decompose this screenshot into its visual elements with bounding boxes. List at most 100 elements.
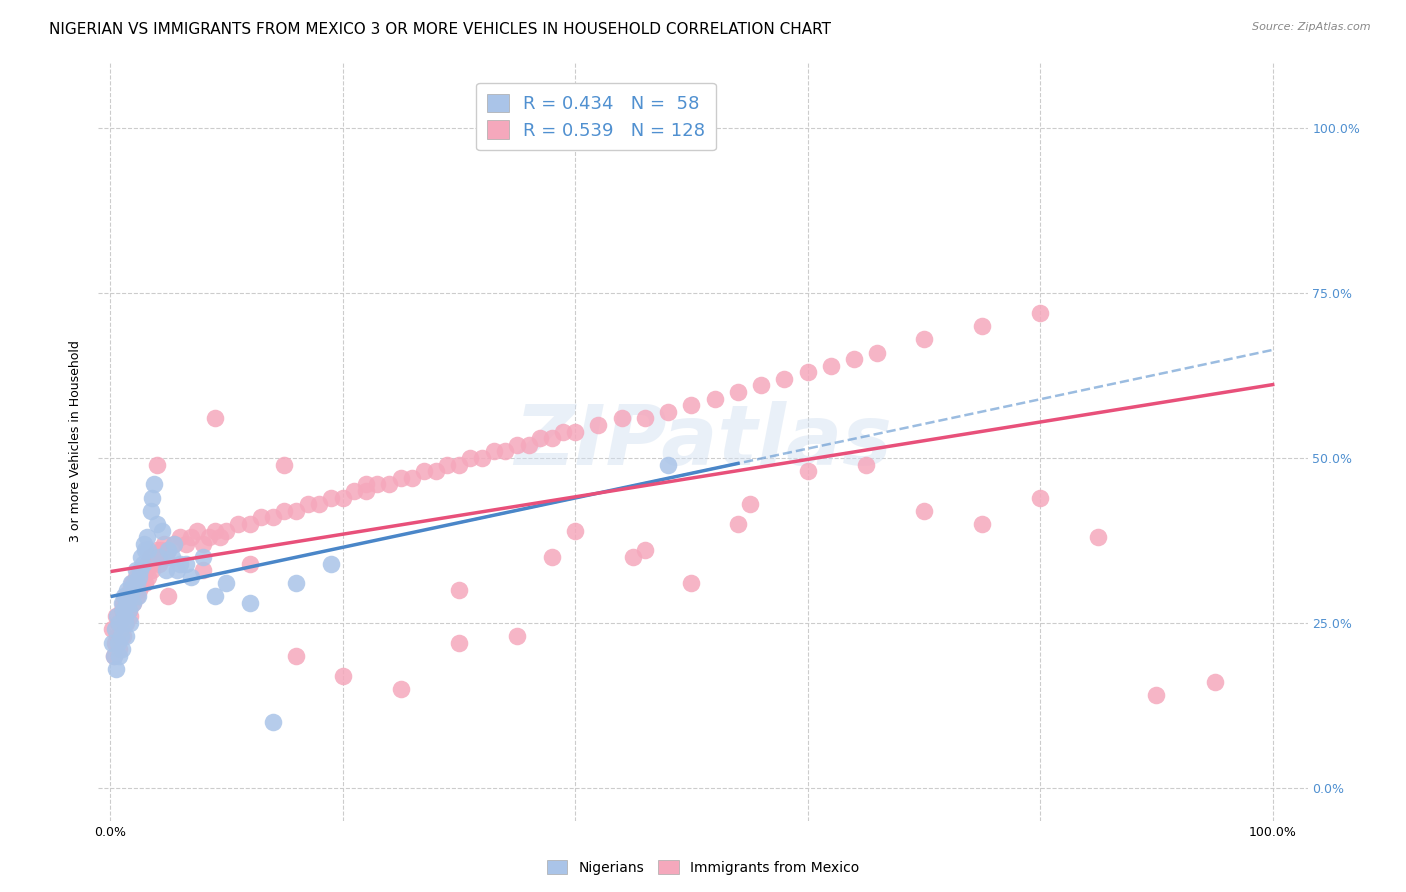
- Point: [634, 411, 657, 425]
- Point: [150, 543, 173, 558]
- Point: [163, 537, 186, 551]
- Point: [118, 590, 141, 604]
- Point: [141, 563, 163, 577]
- Point: [413, 464, 436, 478]
- Point: [143, 549, 166, 564]
- Point: [425, 464, 447, 478]
- Point: [226, 516, 249, 531]
- Point: [152, 537, 174, 551]
- Point: [564, 425, 586, 439]
- Point: [494, 444, 516, 458]
- Point: [297, 497, 319, 511]
- Point: [191, 537, 214, 551]
- Point: [124, 570, 146, 584]
- Point: [108, 642, 131, 657]
- Point: [844, 352, 866, 367]
- Point: [191, 563, 214, 577]
- Point: [204, 411, 226, 425]
- Point: [157, 590, 180, 604]
- Point: [128, 582, 150, 597]
- Point: [285, 504, 308, 518]
- Point: [117, 596, 139, 610]
- Point: [122, 596, 145, 610]
- Point: [124, 576, 146, 591]
- Point: [447, 582, 470, 597]
- Point: [540, 431, 562, 445]
- Point: [209, 530, 232, 544]
- Point: [749, 378, 772, 392]
- Point: [621, 549, 644, 564]
- Point: [343, 483, 366, 498]
- Point: [564, 524, 586, 538]
- Point: [103, 648, 125, 663]
- Point: [155, 563, 177, 577]
- Point: [366, 477, 388, 491]
- Point: [262, 510, 284, 524]
- Text: NIGERIAN VS IMMIGRANTS FROM MEXICO 3 OR MORE VEHICLES IN HOUSEHOLD CORRELATION C: NIGERIAN VS IMMIGRANTS FROM MEXICO 3 OR …: [49, 22, 831, 37]
- Point: [332, 668, 354, 682]
- Point: [250, 510, 273, 524]
- Point: [174, 537, 197, 551]
- Point: [118, 582, 141, 597]
- Point: [131, 557, 153, 571]
- Point: [517, 438, 540, 452]
- Point: [141, 491, 163, 505]
- Point: [239, 596, 262, 610]
- Point: [120, 576, 142, 591]
- Point: [143, 477, 166, 491]
- Point: [105, 609, 128, 624]
- Point: [912, 332, 935, 346]
- Point: [124, 563, 146, 577]
- Point: [239, 516, 262, 531]
- Point: [136, 530, 159, 544]
- Point: [389, 681, 412, 696]
- Point: [773, 372, 796, 386]
- Point: [180, 530, 202, 544]
- Point: [157, 543, 180, 558]
- Point: [634, 543, 657, 558]
- Point: [1204, 675, 1226, 690]
- Point: [796, 365, 818, 379]
- Point: [121, 576, 143, 591]
- Point: [657, 405, 679, 419]
- Point: [1029, 491, 1052, 505]
- Point: [657, 458, 679, 472]
- Point: [124, 582, 146, 597]
- Point: [204, 590, 226, 604]
- Point: [169, 530, 191, 544]
- Point: [131, 549, 153, 564]
- Point: [1029, 306, 1052, 320]
- Point: [239, 557, 262, 571]
- Point: [866, 345, 889, 359]
- Point: [134, 543, 156, 558]
- Point: [104, 635, 127, 649]
- Point: [401, 471, 423, 485]
- Point: [108, 648, 131, 663]
- Point: [127, 590, 149, 604]
- Point: [103, 648, 125, 663]
- Point: [111, 602, 134, 616]
- Point: [285, 648, 308, 663]
- Point: [129, 563, 152, 577]
- Point: [447, 458, 470, 472]
- Point: [115, 629, 138, 643]
- Point: [163, 537, 186, 551]
- Point: [118, 602, 141, 616]
- Legend: R = 0.434   N =  58, R = 0.539   N = 128: R = 0.434 N = 58, R = 0.539 N = 128: [477, 83, 716, 151]
- Point: [553, 425, 575, 439]
- Point: [132, 537, 155, 551]
- Point: [855, 458, 877, 472]
- Point: [319, 491, 342, 505]
- Point: [610, 411, 633, 425]
- Point: [129, 563, 152, 577]
- Point: [114, 615, 136, 630]
- Point: [125, 576, 148, 591]
- Point: [1087, 530, 1109, 544]
- Point: [108, 615, 131, 630]
- Point: [120, 590, 142, 604]
- Point: [970, 516, 993, 531]
- Point: [169, 557, 191, 571]
- Point: [160, 549, 183, 564]
- Point: [273, 458, 295, 472]
- Point: [529, 431, 551, 445]
